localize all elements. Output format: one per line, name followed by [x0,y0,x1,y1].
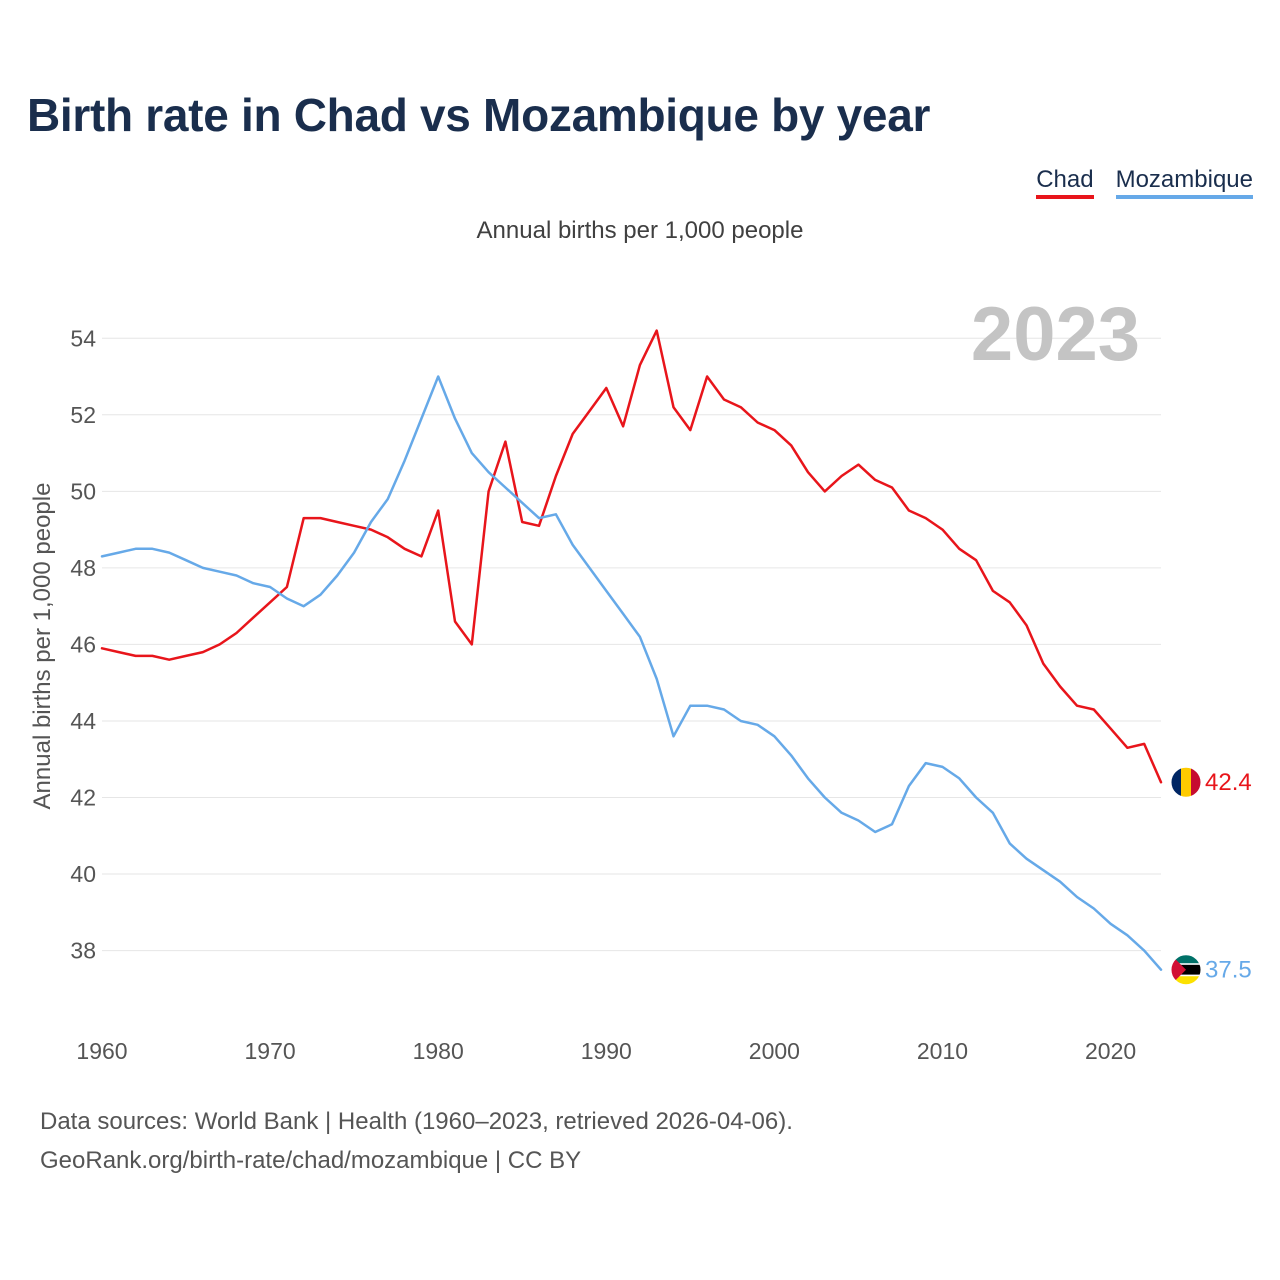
legend-item-chad[interactable]: Chad [1036,166,1094,199]
chart-subtitle: Annual births per 1,000 people [476,217,804,244]
year-badge: 2023 [971,292,1140,377]
x-tick-label: 1980 [413,1038,464,1064]
y-axis-label: Annual births per 1,000 people [29,483,56,810]
x-tick-label: 1990 [581,1038,632,1064]
y-tick-label: 54 [70,325,96,351]
x-axis-ticks: 1960 1970 1980 1990 2000 2010 2020 [76,1038,1136,1064]
y-tick-label: 38 [70,938,96,964]
flag-mozambique-icon [1171,954,1201,985]
x-tick-label: 1970 [245,1038,296,1064]
end-label-chad: 42.4 [1205,769,1252,796]
y-axis-ticks: 38 40 42 44 46 48 50 52 54 [70,325,96,963]
y-tick-label: 40 [70,861,96,887]
y-tick-label: 46 [70,631,96,657]
x-tick-label: 2010 [917,1038,968,1064]
end-markers: 42.4 37.5 [1170,766,1252,986]
x-tick-label: 1960 [76,1038,127,1064]
grid-lines [102,337,1161,952]
x-tick-label: 2000 [749,1038,800,1064]
flag-chad-icon [1171,767,1201,798]
y-tick-label: 42 [70,785,96,811]
y-tick-label: 44 [70,708,96,734]
data-source-note: Data sources: World Bank | Health (1960–… [40,1108,793,1135]
x-tick-label: 2020 [1085,1038,1136,1064]
source-link[interactable]: GeoRank.org/birth-rate/chad/mozambique |… [40,1147,582,1174]
chart-title: Birth rate in Chad vs Mozambique by year [27,89,931,141]
legend: Chad Mozambique [1036,166,1253,199]
series-line-chad [100,329,1163,784]
series-lines [100,329,1163,971]
end-label-mozambique: 37.5 [1205,957,1252,984]
series-line-mozambique [100,375,1163,971]
legend-item-mozambique[interactable]: Mozambique [1115,166,1253,199]
y-tick-label: 48 [70,555,96,581]
y-tick-label: 50 [70,478,96,504]
y-tick-label: 52 [70,402,96,428]
